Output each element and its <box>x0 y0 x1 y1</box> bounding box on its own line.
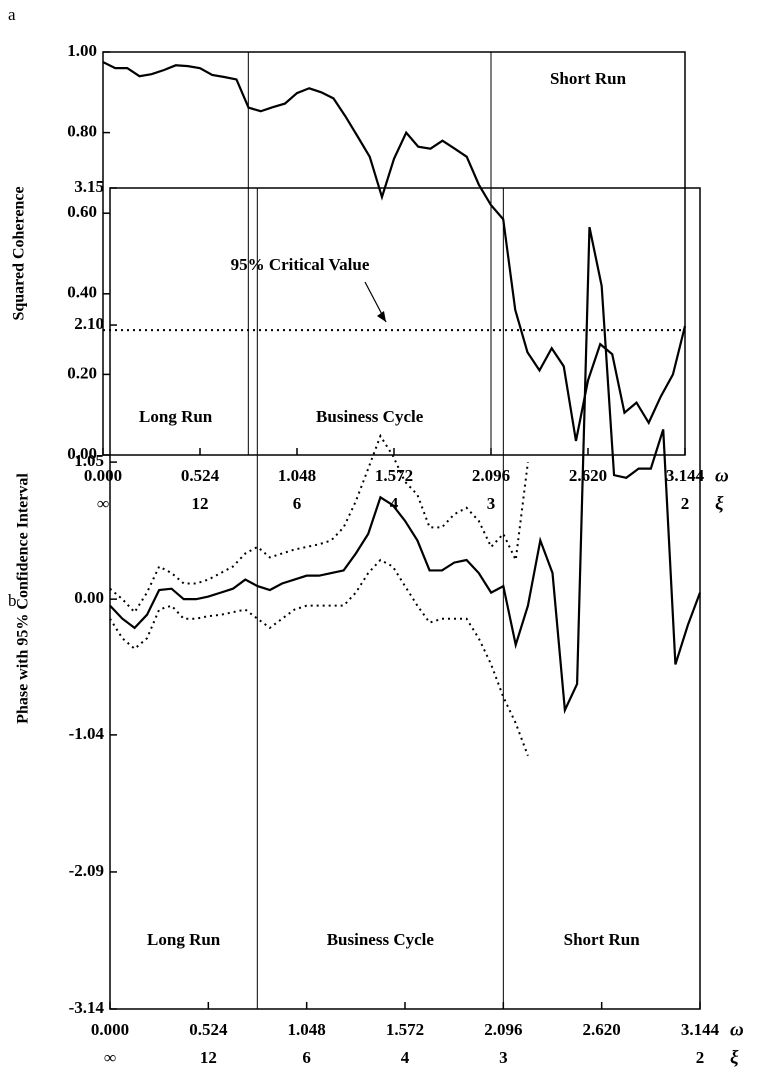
x2-tick-label: 4 <box>401 1048 410 1067</box>
series-line <box>109 433 529 614</box>
x2-tick-label: 4 <box>390 494 399 513</box>
y-tick-label: -3.14 <box>69 998 105 1017</box>
x-tick-label: 1.572 <box>375 466 413 485</box>
x-tick-label: 3.144 <box>666 466 705 485</box>
x-tick-label: 2.096 <box>472 466 510 485</box>
x-axis-label: ω <box>715 465 729 486</box>
region-label: Business Cycle <box>316 407 424 426</box>
x2-tick-label: 2 <box>696 1048 705 1067</box>
y-tick-label: 0.40 <box>67 283 97 302</box>
region-label: Long Run <box>147 930 221 949</box>
x2-axis-label: ξ <box>715 493 724 514</box>
y-tick-label: 3.15 <box>74 177 104 196</box>
x2-tick-label: 2 <box>681 494 690 513</box>
y-tick-label: 0.00 <box>74 588 104 607</box>
y-tick-label: -2.09 <box>69 861 104 880</box>
x2-tick-label: 3 <box>487 494 496 513</box>
x2-tick-label: 6 <box>293 494 302 513</box>
x2-tick-label: 12 <box>200 1048 217 1067</box>
x-tick-label: 2.620 <box>569 466 607 485</box>
y-axis-label: Phase with 95% Confidence Interval <box>15 473 32 724</box>
plot-frame <box>102 51 686 456</box>
panel-letter: a <box>8 5 16 24</box>
x-tick-label: 0.000 <box>91 1020 129 1039</box>
x-tick-label: 3.144 <box>681 1020 720 1039</box>
x2-tick-label: ∞ <box>104 1048 116 1067</box>
region-label: Short Run <box>550 69 627 88</box>
x-tick-label: 0.000 <box>84 466 122 485</box>
y-axis-label: Squared Coherence <box>11 186 28 320</box>
x2-axis-label: ξ <box>730 1047 739 1068</box>
x-axis-label: ω <box>730 1019 744 1040</box>
x2-tick-label: 3 <box>499 1048 508 1067</box>
y-tick-label: 0.60 <box>67 202 97 221</box>
y-tick-label: 2.10 <box>74 314 104 333</box>
annotation: 95% Critical Value <box>231 255 370 274</box>
series-line <box>109 226 702 715</box>
y-tick-label: 0.20 <box>67 363 97 382</box>
x-tick-label: 0.524 <box>181 466 220 485</box>
y-tick-label: 0.80 <box>67 122 97 141</box>
x-tick-label: 1.048 <box>288 1020 326 1039</box>
x-tick-label: 0.524 <box>189 1020 228 1039</box>
region-label: Business Cycle <box>327 930 435 949</box>
y-tick-label: -1.04 <box>69 724 105 743</box>
x-tick-label: 1.048 <box>278 466 316 485</box>
x-tick-label: 1.572 <box>386 1020 424 1039</box>
panel-letter: b <box>8 591 17 610</box>
arrow-head <box>377 311 386 322</box>
region-label: Short Run <box>564 930 641 949</box>
x2-tick-label: 12 <box>192 494 209 513</box>
y-tick-label: 0.00 <box>67 444 97 463</box>
x2-tick-label: ∞ <box>97 494 109 513</box>
y-tick-label: 1.05 <box>74 451 104 470</box>
region-label: Long Run <box>139 407 213 426</box>
x2-tick-label: 6 <box>302 1048 311 1067</box>
x-tick-label: 2.096 <box>484 1020 522 1039</box>
series-line <box>102 61 687 442</box>
x-tick-label: 2.620 <box>583 1020 621 1039</box>
y-tick-label: 1.00 <box>67 41 97 60</box>
